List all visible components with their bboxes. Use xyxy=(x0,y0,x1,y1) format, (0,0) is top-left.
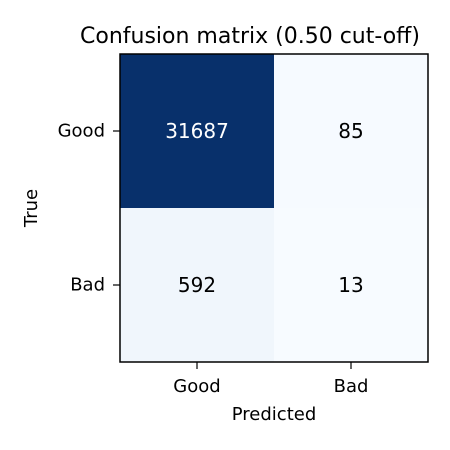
cell-value-0-0: 31687 xyxy=(165,119,229,143)
chart-title: Confusion matrix (0.50 cut-off) xyxy=(80,24,420,49)
y-tick-label-0: Good xyxy=(58,121,105,142)
cell-value-1-1: 13 xyxy=(338,273,363,297)
heatmap-cell-1-1 xyxy=(274,208,428,362)
cell-value-0-1: 85 xyxy=(338,119,363,143)
heatmap-cell-0-1 xyxy=(274,54,428,208)
heatmap-cells xyxy=(120,54,428,362)
x-tick-label-1: Bad xyxy=(334,376,369,397)
x-tick-group: Good Bad xyxy=(173,362,368,397)
y-tick-label-1: Bad xyxy=(70,275,105,296)
plot-frame xyxy=(119,53,429,363)
cell-value-1-0: 592 xyxy=(178,273,216,297)
x-axis-label: Predicted xyxy=(232,404,317,425)
y-tick-group: Good Bad xyxy=(58,121,120,296)
heatmap-cell-0-0 xyxy=(120,54,274,208)
x-tick-label-0: Good xyxy=(173,376,220,397)
y-axis-label: True xyxy=(21,189,42,228)
cell-value-labels: 31687 85 592 13 xyxy=(165,119,364,297)
heatmap-cell-1-0 xyxy=(120,208,274,362)
